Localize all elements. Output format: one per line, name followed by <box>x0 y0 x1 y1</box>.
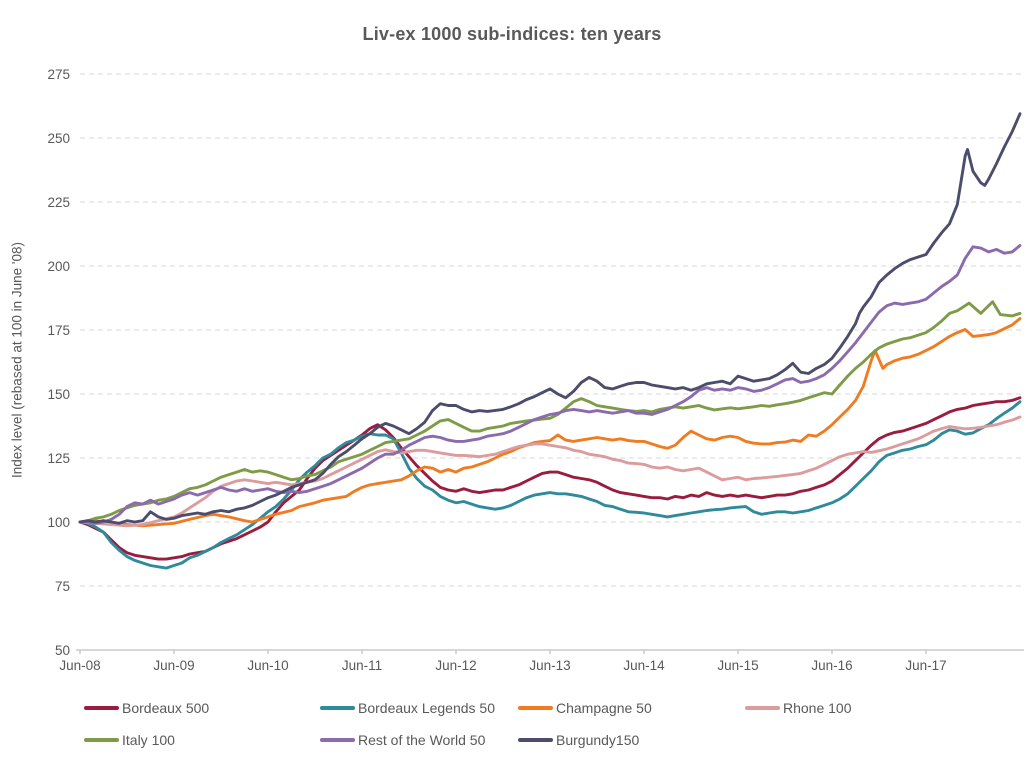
legend-item-italy-100: Italy 100 <box>84 729 320 751</box>
series-line-italy-100 <box>78 300 1022 524</box>
legend-swatch <box>320 705 355 711</box>
x-tick-label: Jun-11 <box>342 658 382 673</box>
y-tick-label: 100 <box>47 515 70 530</box>
legend-item-champagne-50: Champagne 50 <box>518 697 745 719</box>
y-tick-label: 50 <box>55 643 70 658</box>
legend-label: Rest of the World 50 <box>358 732 486 748</box>
x-tick-label: Jun-12 <box>435 658 476 673</box>
y-tick-label: 250 <box>47 131 70 146</box>
x-tick-labels: Jun-08 Jun-09 Jun-10 Jun-11 Jun-12 Jun-13 Jun-… <box>59 658 946 673</box>
legend-swatch <box>518 705 553 711</box>
legend-item-bordeaux-legends-50: Bordeaux Legends 50 <box>320 697 518 719</box>
legend-swatch <box>320 737 355 743</box>
legend-label: Bordeaux Legends 50 <box>358 700 495 716</box>
x-axis <box>76 649 1024 654</box>
legend-swatch <box>745 705 780 711</box>
chart-legend: Bordeaux 500 Bordeaux Legends 50 Champagne… <box>84 697 852 751</box>
x-tick-label: Jun-08 <box>59 658 100 673</box>
x-tick-label: Jun-13 <box>529 658 570 673</box>
x-tick-label: Jun-16 <box>811 658 852 673</box>
y-tick-label: 225 <box>47 195 70 210</box>
legend-item-bordeaux-500: Bordeaux 500 <box>84 697 320 719</box>
legend-swatch <box>84 737 119 743</box>
y-tick-label: 275 <box>47 67 70 82</box>
series-line-bordeaux-legends-50 <box>78 400 1022 570</box>
x-tick-label: Jun-09 <box>153 658 194 673</box>
legend-item-burgundy150: Burgundy150 <box>518 729 745 751</box>
legend-label: Rhone 100 <box>783 700 852 716</box>
chart-title: Liv-ex 1000 sub-indices: ten years <box>362 24 662 44</box>
legend-swatch <box>84 705 119 711</box>
series-line-burgundy150 <box>78 112 1022 525</box>
legend-label: Bordeaux 500 <box>122 700 210 716</box>
series-lines <box>78 112 1022 570</box>
y-tick-label: 200 <box>47 259 70 274</box>
x-tick-label: Jun-10 <box>247 658 288 673</box>
legend-item-rest-of-the-world-50: Rest of the World 50 <box>320 729 518 751</box>
legend-label: Italy 100 <box>122 732 175 748</box>
legend-swatch <box>518 737 553 743</box>
y-tick-label: 75 <box>55 579 70 594</box>
legend-item-rhone-100: Rhone 100 <box>745 697 852 719</box>
y-tick-labels: 50 75 100 125 150 175 200 225 250 275 <box>47 67 70 658</box>
y-gridlines <box>80 73 1024 587</box>
x-tick-label: Jun-14 <box>623 658 665 673</box>
series-line-rest-of-the-world-50 <box>78 244 1022 525</box>
y-tick-label: 175 <box>47 323 70 338</box>
legend-label: Champagne 50 <box>556 700 652 716</box>
series-line-champagne-50 <box>78 317 1022 528</box>
legend-label: Burgundy150 <box>556 732 640 748</box>
x-tick-label: Jun-15 <box>717 658 758 673</box>
y-tick-label: 150 <box>47 387 70 402</box>
y-tick-label: 125 <box>47 451 70 466</box>
series-line-rhone-100 <box>78 415 1022 528</box>
x-tick-label: Jun-17 <box>905 658 946 673</box>
